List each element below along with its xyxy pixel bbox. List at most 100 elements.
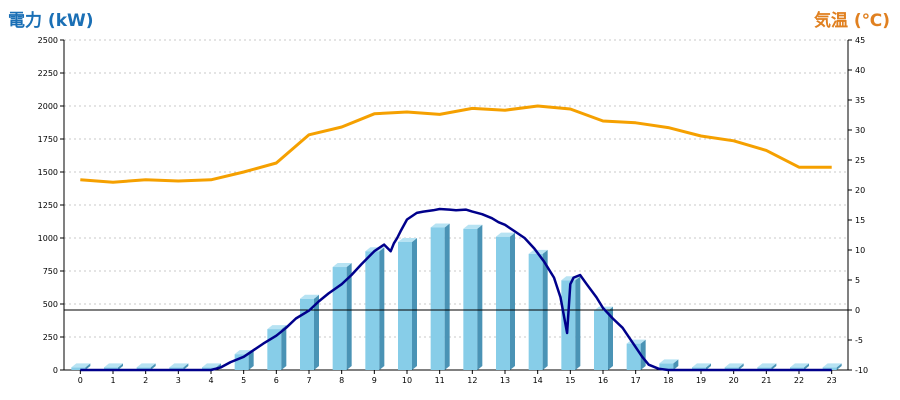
bar: [528, 253, 543, 370]
power-line: [80, 207, 832, 372]
left-tick-label: 2500: [38, 36, 58, 45]
bar: [300, 298, 314, 370]
right-tick-label: 20: [855, 186, 865, 195]
temperature-line: [80, 104, 832, 184]
bar-top: [496, 232, 515, 237]
x-tick-label: 10: [402, 376, 412, 385]
bar-top: [822, 363, 842, 368]
right-tick-label: -5: [855, 336, 863, 345]
bar-side: [477, 224, 483, 370]
left-tick-label: 750: [43, 267, 58, 276]
bar-top: [202, 363, 221, 368]
right-tick-label: 40: [855, 66, 865, 75]
bar-top: [300, 294, 319, 299]
bar-side: [836, 363, 842, 370]
bar-top: [398, 237, 417, 242]
bar-top: [659, 359, 679, 364]
right-axis-title: 気温 (℃): [813, 11, 890, 31]
right-tick-label: 10: [855, 246, 865, 255]
bar-side: [738, 363, 744, 370]
bar: [790, 367, 804, 370]
left-tick-label: 1500: [38, 168, 58, 177]
bar: [463, 228, 478, 370]
left-tick-label: 250: [43, 333, 58, 342]
bar: [594, 310, 608, 370]
left-tick-label: 2000: [38, 102, 58, 111]
x-tick-label: 22: [794, 376, 804, 385]
bar-side: [150, 363, 156, 370]
bar-side: [608, 306, 613, 370]
x-tick-label: 23: [827, 376, 837, 385]
right-tick-label: 0: [855, 306, 860, 315]
bar-top: [757, 363, 777, 368]
right-tick-label: 5: [855, 276, 860, 285]
bar: [757, 367, 772, 370]
bar-side: [346, 263, 352, 370]
x-tick-label: 11: [435, 376, 445, 385]
right-tick-label: 25: [855, 156, 865, 165]
left-tick-label: 1250: [38, 201, 58, 210]
bar-top: [724, 363, 744, 368]
bar-side: [118, 363, 123, 370]
x-tick-label: 12: [467, 376, 477, 385]
bar-side: [412, 237, 417, 370]
bar: [692, 367, 706, 370]
bar-top: [267, 325, 287, 330]
bar-side: [248, 350, 254, 370]
bar: [398, 241, 412, 370]
x-tick-label: 14: [533, 376, 543, 385]
x-tick-label: 1: [110, 376, 115, 385]
bar-top: [692, 363, 711, 368]
x-tick-label: 19: [696, 376, 706, 385]
bar-side: [379, 247, 385, 370]
bar-side: [314, 294, 319, 370]
x-tick-label: 5: [241, 376, 246, 385]
x-tick-label: 6: [274, 376, 279, 385]
bar: [724, 367, 739, 370]
bar: [104, 367, 118, 370]
bar-side: [183, 363, 189, 370]
bar-top: [71, 363, 91, 368]
bar-top: [332, 263, 352, 268]
bar-side: [444, 223, 450, 370]
left-tick-label: 1000: [38, 234, 58, 243]
bar-side: [281, 325, 287, 370]
right-tick-label: 45: [855, 36, 865, 45]
x-tick-label: 9: [372, 376, 377, 385]
right-tick-label: 30: [855, 126, 865, 135]
x-tick-label: 20: [729, 376, 739, 385]
bar: [822, 367, 837, 370]
bar: [169, 367, 184, 370]
x-tick-label: 0: [78, 376, 83, 385]
bar-top: [169, 363, 189, 368]
bar-side: [575, 276, 581, 370]
bar-side: [771, 363, 777, 370]
bar-top: [430, 223, 450, 228]
right-tick-label: 35: [855, 96, 865, 105]
left-tick-label: 0: [53, 366, 58, 375]
bar: [430, 227, 445, 370]
bar: [332, 267, 347, 370]
left-axis-title: 電力 (kW): [8, 11, 94, 31]
bar: [71, 367, 86, 370]
bar: [626, 343, 641, 370]
bar: [202, 367, 216, 370]
bar-side: [804, 363, 809, 370]
bar: [136, 367, 151, 370]
x-tick-label: 7: [306, 376, 311, 385]
bar-side: [510, 232, 515, 370]
x-tick-label: 16: [598, 376, 608, 385]
x-tick-label: 8: [339, 376, 344, 385]
x-tick-label: 15: [565, 376, 575, 385]
left-tick-label: 1750: [38, 135, 58, 144]
left-tick-label: 500: [43, 300, 58, 309]
bar-side: [85, 363, 91, 370]
bar: [267, 329, 282, 370]
bar-top: [136, 363, 156, 368]
bar-top: [790, 363, 809, 368]
bar-top: [104, 363, 123, 368]
right-tick-label: -10: [855, 366, 868, 375]
bar-side: [640, 339, 646, 370]
x-tick-label: 3: [176, 376, 181, 385]
